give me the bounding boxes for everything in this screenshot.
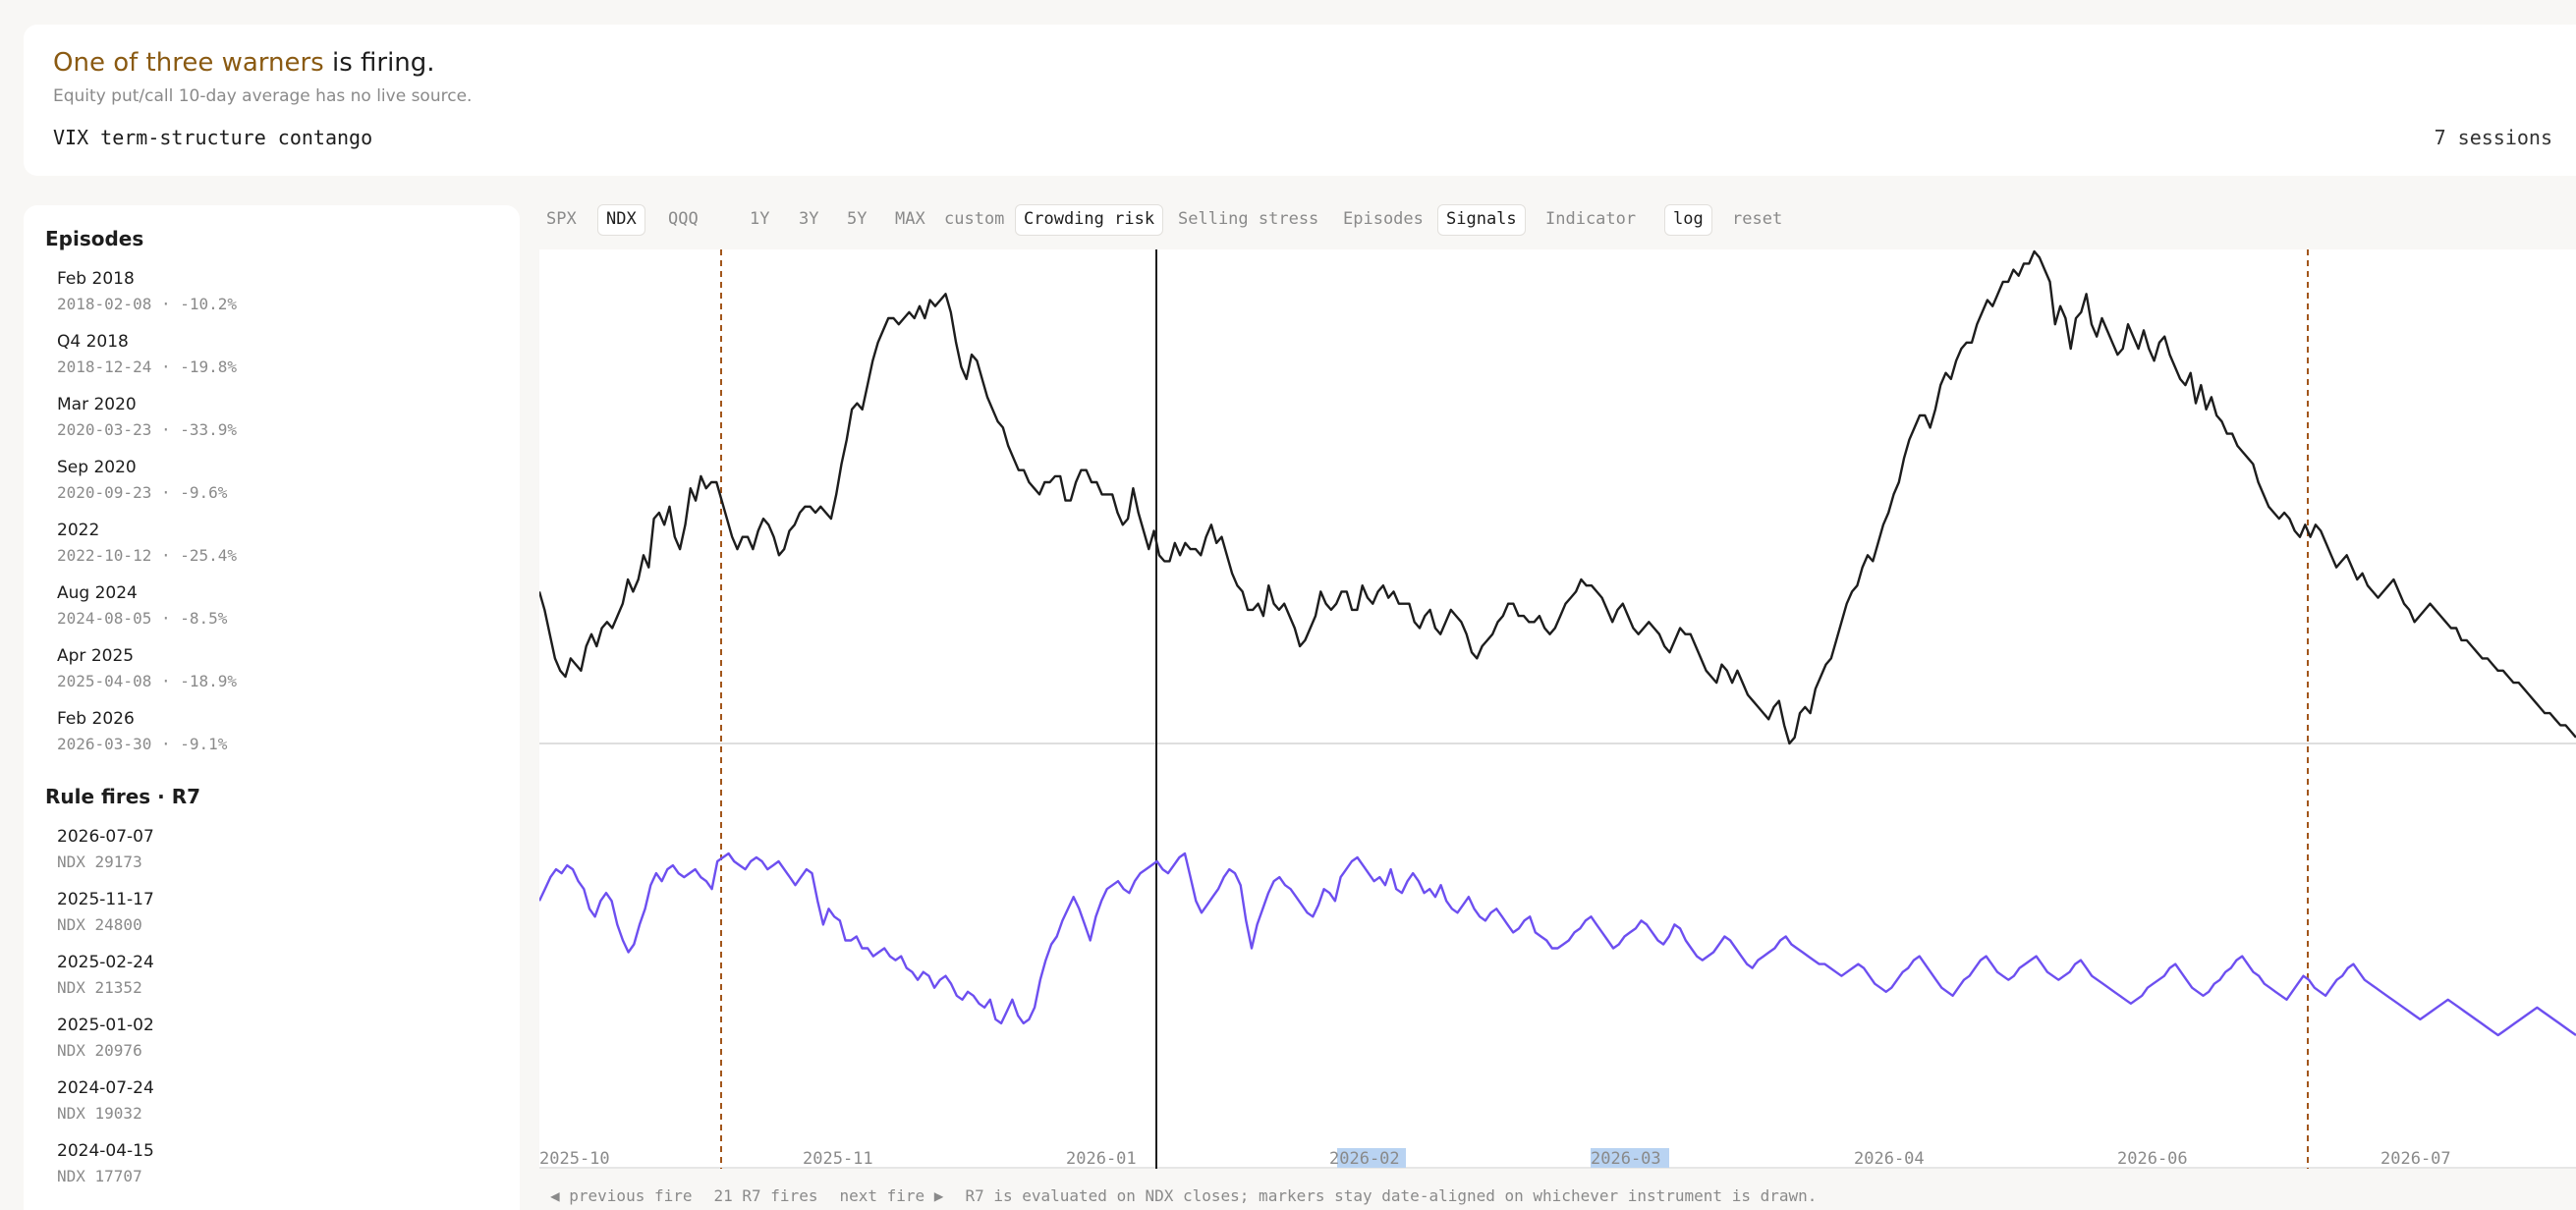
episode-item-detail: 2018-12-24 · -19.8% — [57, 358, 238, 376]
range-3y[interactable]: 3Y — [799, 209, 819, 229]
rule-fire-item[interactable]: 2025-11-17 NDX 24800 — [57, 882, 489, 945]
episodes-list: Feb 2018 2018-02-08 · -10.2% Q4 2018 2018-1… — [57, 261, 489, 764]
rule-fires-title: Rule fires · R7 — [45, 785, 201, 808]
chart-toolbar: SPX NDX QQQ 1Y 3Y 5Y MAX custom Crowding… — [538, 204, 2576, 236]
warner-sessions: 7 sessions — [2434, 126, 2552, 149]
chart-footer: ◀ previous fire 21 R7 fires next fire ▶ R7 … — [550, 1186, 1838, 1205]
episode-item[interactable]: Mar 2020 2020-03-23 · -33.9% — [57, 387, 489, 450]
rule-fire-item-label: 2024-07-24 — [57, 1078, 154, 1098]
rule-fire-item-label: 2026-07-07 — [57, 827, 154, 847]
chart-area[interactable]: 2025-10 2025-11 2026-01 2026-02 2026-03 … — [539, 249, 2576, 1169]
sidebar: Episodes Feb 2018 2018-02-08 · -10.2% Q4 2… — [24, 205, 520, 1210]
alert-headline: One of three warners is firing. — [53, 48, 435, 78]
footer-note: R7 is evaluated on NDX closes; markers s… — [965, 1186, 1818, 1205]
episode-item-detail: 2024-08-05 · -8.5% — [57, 609, 228, 628]
x-tick-label: 2026-07 — [2380, 1149, 2451, 1169]
headline-rest: is firing. — [323, 48, 435, 78]
episode-item-detail: 2025-04-08 · -18.9% — [57, 672, 238, 690]
episode-item-detail: 2020-03-23 · -33.9% — [57, 420, 238, 439]
overlay-selling-stress[interactable]: Selling stress — [1178, 209, 1319, 229]
episode-item-detail: 2026-03-30 · -9.1% — [57, 735, 228, 753]
x-tick-label: 2026-04 — [1854, 1149, 1925, 1169]
rule-fire-item[interactable]: 2025-01-02 NDX 20976 — [57, 1008, 489, 1071]
tick-highlight-2026-03 — [1591, 1148, 1669, 1168]
rule-fire-item[interactable]: 2026-07-07 NDX 29173 — [57, 819, 489, 882]
instrument-ndx[interactable]: NDX — [597, 204, 645, 236]
rule-fire-item-label: 2025-02-24 — [57, 953, 154, 972]
next-fire-button[interactable]: next fire ▶ — [839, 1186, 944, 1205]
episode-item[interactable]: Apr 2025 2025-04-08 · -18.9% — [57, 638, 489, 701]
overlay-indicator[interactable]: Indicator — [1545, 209, 1637, 229]
episode-item-detail: 2018-02-08 · -10.2% — [57, 295, 238, 313]
reset-button[interactable]: reset — [1732, 209, 1783, 229]
overlay-episodes[interactable]: Episodes — [1343, 209, 1424, 229]
episode-item-label: Q4 2018 — [57, 332, 129, 352]
rule-fire-item-detail: NDX 17707 — [57, 1167, 142, 1185]
episode-item-label: Aug 2024 — [57, 583, 138, 603]
x-tick-label: 2026-01 — [1066, 1149, 1137, 1169]
episode-item-label: Feb 2026 — [57, 709, 135, 729]
range-1y[interactable]: 1Y — [750, 209, 770, 229]
rule-fire-item[interactable]: 2024-04-15 NDX 17707 — [57, 1133, 489, 1196]
price-indicator-chart[interactable]: 2025-10 2025-11 2026-01 2026-02 2026-03 … — [539, 249, 2576, 1169]
fire-count: 21 R7 fires — [713, 1186, 818, 1205]
headline-accent: One of three warners — [53, 48, 324, 78]
episode-item-label: Feb 2018 — [57, 269, 135, 289]
episode-item[interactable]: Feb 2026 2026-03-30 · -9.1% — [57, 701, 489, 764]
warner-name: VIX term-structure contango — [53, 126, 373, 149]
x-tick-label: 2025-11 — [803, 1149, 873, 1169]
alert-subhead: Equity put/call 10-day average has no li… — [53, 86, 473, 106]
log-toggle[interactable]: log — [1664, 204, 1712, 236]
range-custom[interactable]: custom — [944, 209, 1005, 229]
rule-fires-list: 2026-07-07 NDX 29173 2025-11-17 NDX 24800 20… — [57, 819, 489, 1196]
instrument-spx[interactable]: SPX — [546, 209, 577, 229]
episode-item[interactable]: Aug 2024 2024-08-05 · -8.5% — [57, 576, 489, 638]
x-tick-label: 2026-06 — [2117, 1149, 2188, 1169]
previous-fire-button[interactable]: ◀ previous fire — [550, 1186, 693, 1205]
overlay-crowding-risk[interactable]: Crowding risk — [1015, 204, 1164, 236]
episode-item-label: Apr 2025 — [57, 646, 135, 666]
tick-highlight-2026-02 — [1337, 1148, 1406, 1168]
episode-item[interactable]: Sep 2020 2020-09-23 · -9.6% — [57, 450, 489, 513]
range-5y[interactable]: 5Y — [847, 209, 868, 229]
overlay-signals[interactable]: Signals — [1437, 204, 1526, 236]
price-series-line — [539, 249, 2576, 745]
episode-item[interactable]: Q4 2018 2018-12-24 · -19.8% — [57, 324, 489, 387]
rule-fire-item[interactable]: 2025-02-24 NDX 21352 — [57, 945, 489, 1008]
x-tick-label: 2026-02 — [1329, 1149, 1400, 1169]
episodes-title: Episodes — [45, 227, 144, 250]
rule-fire-item-label: 2025-11-17 — [57, 890, 154, 909]
rule-fire-item[interactable]: 2024-07-24 NDX 19032 — [57, 1071, 489, 1133]
rule-fire-item-detail: NDX 29173 — [57, 852, 142, 871]
rule-fire-item-detail: NDX 24800 — [57, 915, 142, 934]
rule-fire-item-detail: NDX 21352 — [57, 978, 142, 997]
episode-item-label: Sep 2020 — [57, 458, 137, 477]
episode-item-detail: 2020-09-23 · -9.6% — [57, 483, 228, 502]
indicator-series-line — [539, 852, 2576, 1037]
alert-summary-card: One of three warners is firing. Equity p… — [24, 25, 2576, 176]
episode-item-detail: 2022-10-12 · -25.4% — [57, 546, 238, 565]
episode-item[interactable]: 2022 2022-10-12 · -25.4% — [57, 513, 489, 576]
rule-fire-item-label: 2025-01-02 — [57, 1016, 154, 1035]
x-tick-label: 2026-03 — [1591, 1149, 1661, 1169]
episode-item-label: Mar 2020 — [57, 395, 137, 414]
rule-fire-item-detail: NDX 20976 — [57, 1041, 142, 1060]
x-tick-label: 2025-10 — [539, 1149, 610, 1169]
episode-item[interactable]: Feb 2018 2018-02-08 · -10.2% — [57, 261, 489, 324]
instrument-qqq[interactable]: QQQ — [668, 209, 699, 229]
rule-fire-item-label: 2024-04-15 — [57, 1141, 154, 1161]
rule-fire-item-detail: NDX 19032 — [57, 1104, 142, 1123]
episode-item-label: 2022 — [57, 521, 100, 540]
range-max[interactable]: MAX — [895, 209, 925, 229]
